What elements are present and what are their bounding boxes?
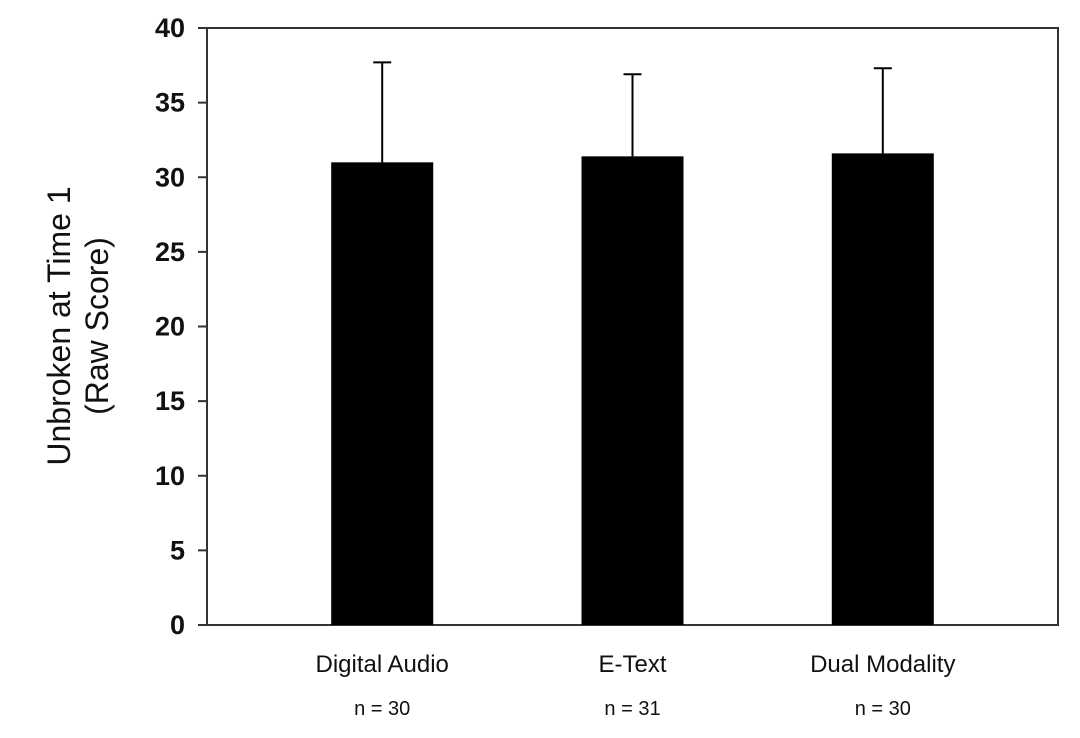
y-tick-label: 30 (155, 162, 185, 192)
sample-size-label: n = 31 (604, 698, 660, 720)
y-tick-label: 15 (155, 386, 185, 416)
x-category-label: E-Text (598, 651, 666, 678)
y-tick-label: 25 (155, 237, 185, 267)
bars-group (331, 61, 934, 626)
sample-size-label: n = 30 (855, 698, 911, 720)
y-tick-label: 10 (155, 461, 185, 491)
y-tick-label: 40 (155, 13, 185, 43)
y-tick-label: 5 (170, 535, 185, 565)
bar (331, 162, 434, 625)
bar (581, 156, 684, 626)
y-tick-label: 35 (155, 88, 185, 118)
y-axis-title-line1: Unbroken at Time 1 (41, 186, 77, 465)
y-axis-ticks: 0 5 10 15 20 25 30 35 40 (155, 13, 207, 640)
y-axis-title-line2: (Raw Score) (79, 237, 115, 415)
y-tick-label: 0 (170, 610, 185, 640)
sample-size-label: n = 30 (354, 698, 410, 720)
x-category-label: Digital Audio (315, 651, 448, 678)
y-tick-label: 20 (155, 312, 185, 342)
x-axis-labels: Digital Audio n = 30 E-Text n = 31 Dual Moda… (315, 651, 955, 720)
x-category-label: Dual Modality (810, 651, 955, 678)
bar (831, 153, 934, 625)
